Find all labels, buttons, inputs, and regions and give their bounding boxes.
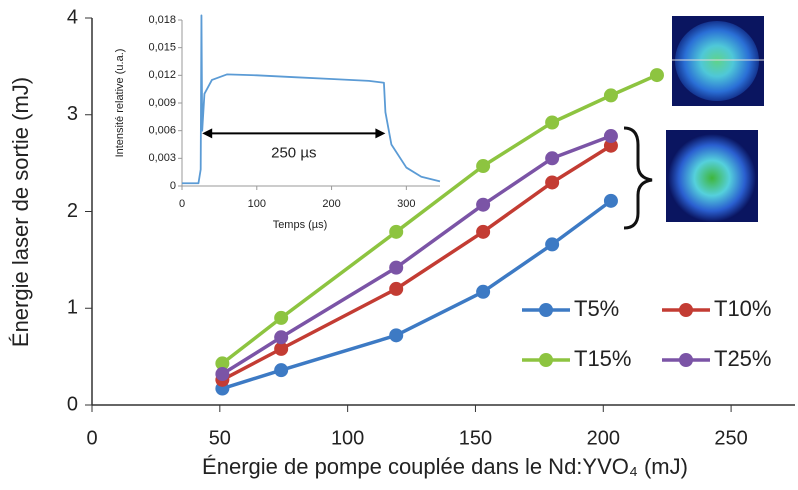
legend-label: T15% xyxy=(574,346,631,371)
point xyxy=(274,310,289,325)
y-tick-label: 0,006 xyxy=(148,125,176,137)
y-tick-label: 0 xyxy=(67,393,78,415)
point xyxy=(545,237,560,252)
brace xyxy=(623,126,653,230)
x-tick-label: 250 xyxy=(714,427,747,449)
main-chart: 0 1 2 3 4 0 50 100 150 200 250 Énergie de pompe cou… xyxy=(8,6,795,479)
point xyxy=(649,68,664,83)
x-tick-label: 200 xyxy=(322,198,340,210)
y-tick-label: 1 xyxy=(67,297,78,319)
y-tick-label: 3 xyxy=(67,103,78,125)
legend-marker xyxy=(679,353,693,367)
point xyxy=(545,115,560,130)
point xyxy=(476,197,491,212)
y-tick-label: 0,012 xyxy=(148,69,176,81)
legend-marker xyxy=(539,353,553,367)
y-tick-label: 0,018 xyxy=(148,14,176,26)
point xyxy=(545,151,560,166)
y-tick-label: 4 xyxy=(67,6,78,28)
legend-marker xyxy=(539,303,553,317)
x-tick-label: 0 xyxy=(86,427,97,449)
point xyxy=(389,260,404,275)
legend-marker xyxy=(679,303,693,317)
x-tick-label: 100 xyxy=(248,198,266,210)
y-tick-label: 0,009 xyxy=(148,97,176,109)
series-line xyxy=(221,144,612,382)
point xyxy=(274,341,289,356)
series-line xyxy=(221,199,612,391)
point xyxy=(476,224,491,239)
beam-spot xyxy=(675,21,759,101)
point xyxy=(545,175,560,190)
point xyxy=(476,284,491,299)
point xyxy=(215,367,230,382)
point xyxy=(389,328,404,343)
y-tick-label: 0 xyxy=(170,180,176,192)
series-line xyxy=(221,134,612,376)
point xyxy=(476,159,491,174)
point xyxy=(603,88,618,103)
x-tick-label: 150 xyxy=(459,427,492,449)
series-line xyxy=(182,14,441,185)
point xyxy=(389,224,404,239)
x-tick-label: 300 xyxy=(397,198,415,210)
x-tick-label: 100 xyxy=(331,427,364,449)
point xyxy=(389,281,404,296)
legend-label: T5% xyxy=(574,296,619,321)
point xyxy=(274,330,289,345)
annotation: 250 µs xyxy=(271,144,316,161)
y-axis-label: Intensité relative (u.a.) xyxy=(114,49,126,158)
y-tick-label: 0,015 xyxy=(148,42,176,54)
legend-label: T10% xyxy=(714,296,771,321)
x-tick-label: 0 xyxy=(179,198,185,210)
beam-spot xyxy=(668,134,756,222)
point xyxy=(603,193,618,208)
x-axis-label: Temps (µs) xyxy=(273,219,328,231)
inset-chart: 0 0,003 0,006 0,009 0,012 0,015 0,018 0 100 200 30… xyxy=(114,14,441,231)
legend-label: T25% xyxy=(714,346,771,371)
y-axis-label: Énergie laser de sortie (mJ) xyxy=(8,77,33,347)
y-tick-label: 2 xyxy=(67,200,78,222)
x-axis-label: Énergie de pompe couplée dans le Nd:YVO₄… xyxy=(202,454,688,479)
x-tick-label: 200 xyxy=(587,427,620,449)
point xyxy=(274,363,289,378)
point xyxy=(215,356,230,371)
point xyxy=(603,138,618,153)
y-tick-label: 0,003 xyxy=(148,152,176,164)
point xyxy=(603,129,618,144)
x-tick-label: 50 xyxy=(209,427,231,449)
